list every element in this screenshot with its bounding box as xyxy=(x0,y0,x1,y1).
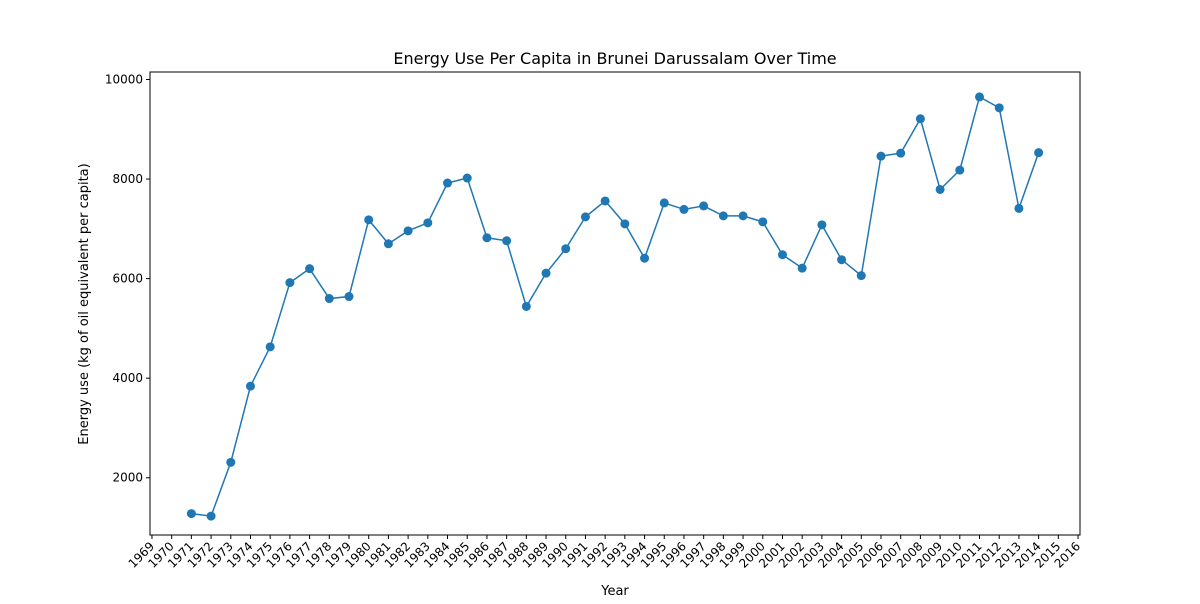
data-point xyxy=(482,233,492,243)
data-point xyxy=(876,151,886,161)
data-point xyxy=(541,268,551,278)
data-point xyxy=(935,184,945,194)
data-point xyxy=(443,178,453,188)
data-point xyxy=(699,201,709,211)
data-point xyxy=(186,509,196,519)
data-point xyxy=(1014,203,1024,213)
data-point xyxy=(915,114,925,124)
data-point xyxy=(975,92,985,102)
data-point xyxy=(758,217,768,227)
y-tick-label: 6000 xyxy=(112,272,143,286)
data-point xyxy=(305,264,315,274)
chart-title: Energy Use Per Capita in Brunei Darussal… xyxy=(393,49,836,68)
data-point xyxy=(955,165,965,175)
data-point xyxy=(896,148,906,158)
plot-frame xyxy=(149,71,1081,536)
data-point xyxy=(777,250,787,260)
data-point xyxy=(1034,148,1044,158)
y-tick-label: 10000 xyxy=(105,72,143,86)
data-point xyxy=(324,294,334,304)
y-tick-label: 2000 xyxy=(112,471,143,485)
data-point xyxy=(364,215,374,225)
y-axis-label: Energy use (kg of oil equivalent per cap… xyxy=(77,163,92,444)
data-point xyxy=(817,220,827,230)
y-tick-label: 8000 xyxy=(112,172,143,186)
data-point xyxy=(383,239,393,249)
data-point xyxy=(521,301,531,311)
data-point xyxy=(837,255,847,265)
data-point xyxy=(462,173,472,183)
y-axis: 2000 4000 6000 8000 10000 xyxy=(105,72,150,485)
data-point xyxy=(600,196,610,206)
x-axis-label: Year xyxy=(600,584,629,599)
data-point xyxy=(580,212,590,222)
data-point xyxy=(403,226,413,236)
data-point xyxy=(659,198,669,208)
data-point xyxy=(620,219,630,229)
data-point xyxy=(502,236,512,246)
data-point xyxy=(245,381,255,391)
data-point xyxy=(718,211,728,221)
data-point xyxy=(561,244,571,254)
data-point xyxy=(265,342,275,352)
data-point xyxy=(206,511,216,521)
series-line xyxy=(191,95,1040,517)
data-point xyxy=(344,292,354,302)
data-point xyxy=(738,211,748,221)
data-point xyxy=(994,103,1004,113)
data-point xyxy=(797,263,807,273)
x-axis: 1969197019711972197319741975197619771978… xyxy=(126,535,1083,571)
data-point xyxy=(640,253,650,263)
data-point xyxy=(226,457,236,467)
data-point xyxy=(423,218,433,228)
data-point xyxy=(285,278,295,288)
plot-area xyxy=(186,92,1044,521)
data-point xyxy=(856,271,866,281)
data-point xyxy=(679,204,689,214)
y-tick-label: 4000 xyxy=(112,371,143,385)
